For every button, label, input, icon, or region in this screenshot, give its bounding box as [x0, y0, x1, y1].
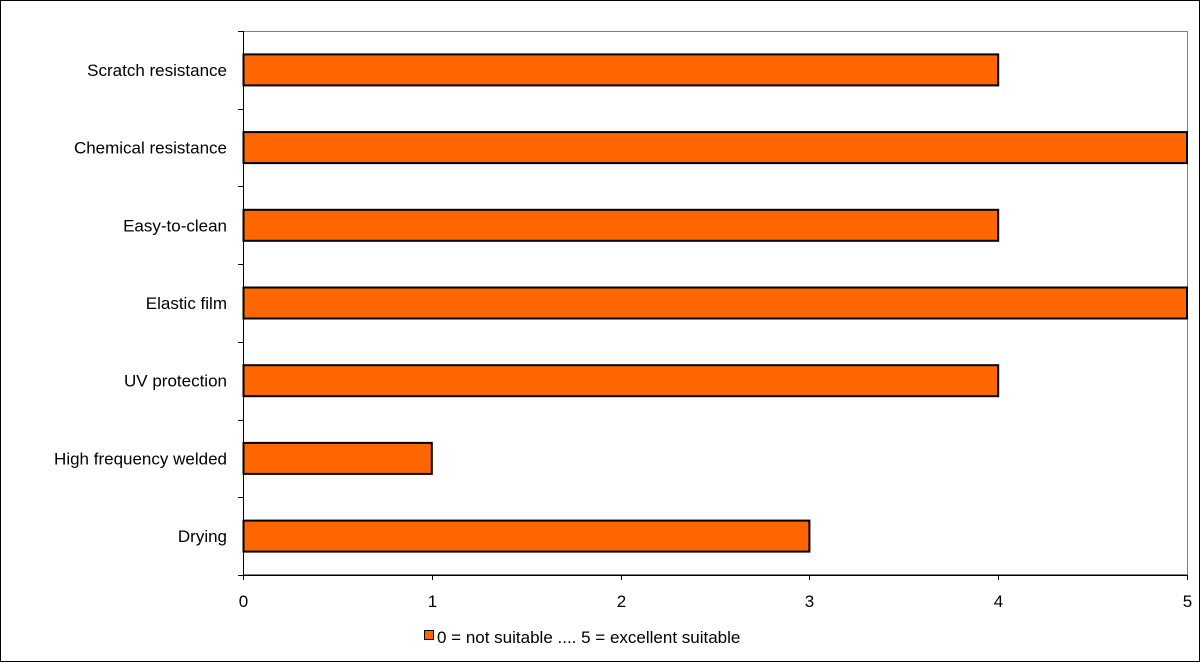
bar-elastic-film: [242, 286, 1188, 320]
bar-chemical-resistance: [242, 131, 1188, 165]
y-tick-label: Easy-to-clean: [123, 216, 227, 235]
bar-drying: [242, 519, 811, 553]
legend: 0 = not suitable .... 5 = excellent suit…: [424, 628, 740, 647]
y-tick-label: Chemical resistance: [74, 139, 227, 158]
bar-uv-protection: [242, 364, 1000, 398]
y-tick-label: High frequency welded: [54, 449, 227, 468]
y-tick-label: Drying: [178, 527, 227, 546]
bar-high-frequency-welded: [242, 441, 433, 475]
x-tick-label: 3: [805, 592, 814, 611]
legend-label: 0 = not suitable .... 5 = excellent suit…: [437, 628, 740, 647]
legend-swatch: [424, 630, 434, 640]
bars-group: [242, 53, 1188, 553]
x-tick-label: 5: [1183, 592, 1192, 611]
y-axis: Scratch resistance Chemical resistance Eas…: [54, 31, 244, 576]
x-tick-label: 0: [239, 592, 248, 611]
bar-easy-to-clean: [242, 208, 1000, 242]
y-tick-label: UV protection: [124, 372, 227, 391]
y-tick-label: Scratch resistance: [87, 61, 227, 80]
x-tick-label: 2: [617, 592, 626, 611]
x-tick-label: 1: [428, 592, 437, 611]
x-tick-label: 4: [994, 592, 1003, 611]
bar-scratch-resistance: [242, 53, 1000, 87]
y-tick-label: Elastic film: [146, 294, 227, 313]
x-axis: 0 1 2 3 4 5: [239, 575, 1192, 611]
